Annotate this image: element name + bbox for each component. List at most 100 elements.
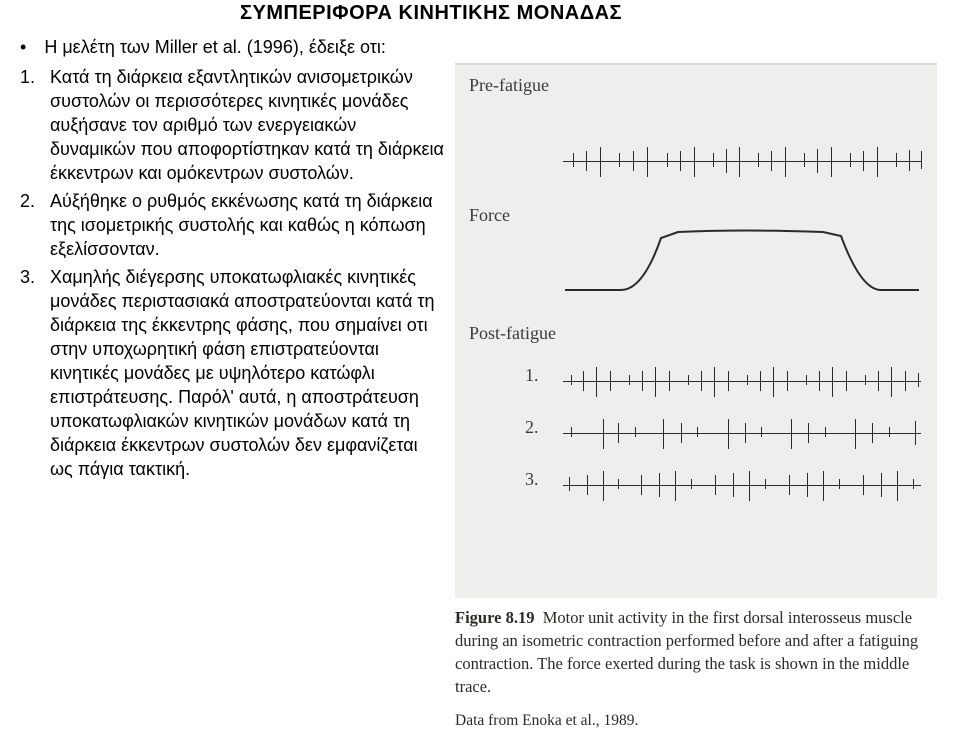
spike-tick	[749, 471, 750, 501]
spike-tick	[758, 153, 759, 167]
spike-tick	[603, 419, 604, 449]
spike-tick	[739, 147, 740, 177]
prefatigue-label: Pre-fatigue	[469, 75, 549, 96]
spike-tick	[773, 367, 774, 397]
postfatigue-label: Post-fatigue	[469, 323, 556, 344]
spike-tick	[761, 427, 762, 437]
spike-tick	[909, 150, 910, 171]
list-item: 2. Αύξήθηκε ο ρυθμός εκκένωσης κατά τη δ…	[20, 189, 445, 261]
spike-tick	[715, 475, 716, 495]
spike-tick	[691, 479, 692, 489]
spike-tick	[872, 423, 873, 443]
spike-tick	[681, 423, 682, 443]
spike-tick	[571, 375, 572, 385]
data-source: Data from Enoka et al., 1989.	[455, 712, 945, 730]
spike-tick	[765, 479, 766, 489]
spike-tick	[694, 147, 695, 177]
spike-tick	[642, 371, 643, 391]
spike-tick	[881, 473, 882, 497]
spike-train-row	[563, 361, 921, 401]
row-number: 1.	[525, 365, 539, 386]
spike-tick	[618, 423, 619, 443]
spike-tick	[915, 421, 916, 445]
spike-tick	[603, 471, 604, 501]
spike-tick	[897, 471, 898, 501]
spike-tick	[878, 371, 879, 391]
spike-tick	[823, 471, 824, 501]
spike-tick	[618, 479, 619, 489]
spike-tick	[669, 371, 670, 391]
spike-tick	[825, 427, 826, 437]
list-number: 3.	[20, 265, 50, 289]
spike-tick	[889, 427, 890, 437]
page-container: • Η μελέτη των Miller et al. (1996), έδε…	[0, 35, 959, 737]
page-title: ΣΥΜΠΕΡΙΦΟΡΑ ΚΙΝΗΤΙΚΗΣ ΜΟΝΑΔΑΣ	[240, 0, 959, 35]
spike-tick	[701, 371, 702, 391]
spike-tick	[808, 423, 809, 443]
spike-tick	[610, 371, 611, 391]
spike-train-row	[563, 465, 921, 505]
spike-tick	[806, 375, 807, 385]
spike-tick	[569, 477, 570, 491]
figure-caption: Figure 8.19 Motor unit activity in the f…	[455, 606, 937, 698]
spike-tick	[819, 371, 820, 391]
spike-tick	[571, 427, 572, 437]
spike-tick	[714, 367, 715, 397]
figure-number: Figure 8.19	[455, 608, 534, 627]
spike-tick	[629, 375, 630, 385]
intro-text: Η μελέτη των Miller et al. (1996), έδειξ…	[44, 35, 386, 59]
spike-tick	[733, 473, 734, 497]
spike-tick	[896, 153, 897, 167]
spike-tick	[586, 151, 587, 171]
spike-tick	[697, 427, 698, 437]
spike-tick	[635, 427, 636, 437]
spike-tick	[745, 423, 746, 443]
right-column: Pre-fatigue Force Post-fatigue 1.2.3. Fi…	[455, 35, 955, 737]
spike-tick	[785, 147, 786, 177]
spike-tick	[839, 479, 840, 489]
spike-tick	[680, 151, 681, 171]
spike-tick	[831, 147, 832, 177]
spike-tick	[728, 419, 729, 449]
baseline	[563, 381, 921, 382]
spike-tick	[791, 419, 792, 449]
spike-tick	[747, 375, 748, 385]
spike-tick	[633, 151, 634, 171]
spike-tick	[913, 479, 914, 489]
spike-tick	[600, 147, 601, 177]
spike-tick	[596, 367, 597, 397]
spike-tick	[850, 153, 851, 167]
list-item: 1. Κατά τη διάρκεια εξαντλητικών ανισομε…	[20, 65, 445, 185]
spike-tick	[688, 375, 689, 385]
list-text: Χαμηλής διέγερσης υποκατωφλιακές κινητικ…	[50, 265, 445, 481]
bullet-icon: •	[20, 35, 26, 59]
spike-tick	[807, 473, 808, 497]
baseline	[563, 161, 921, 162]
spike-tick	[771, 151, 772, 171]
spike-tick	[659, 473, 660, 497]
spike-tick	[855, 419, 856, 449]
baseline	[563, 485, 921, 486]
force-curve	[563, 220, 921, 298]
spike-tick	[675, 471, 676, 501]
spike-tick	[891, 367, 892, 397]
list-item: 3. Χαμηλής διέγερσης υποκατωφλιακές κινη…	[20, 265, 445, 481]
spike-tick	[918, 373, 919, 387]
list-number: 1.	[20, 65, 50, 89]
spike-tick	[789, 475, 790, 495]
spike-tick	[728, 371, 729, 391]
spike-tick	[760, 371, 761, 391]
spike-tick	[817, 149, 818, 173]
spike-tick	[863, 151, 864, 171]
spike-tick	[713, 153, 714, 167]
spike-tick	[846, 371, 847, 391]
spike-tick	[863, 475, 864, 495]
spike-train-row	[563, 413, 921, 453]
list-text: Κατά τη διάρκεια εξαντλητικών ανισομετρι…	[50, 65, 445, 185]
list-text: Αύξήθηκε ο ρυθμός εκκένωσης κατά τη διάρ…	[50, 189, 445, 261]
row-number: 2.	[525, 417, 539, 438]
intro-row: • Η μελέτη των Miller et al. (1996), έδε…	[20, 35, 445, 59]
spike-tick	[921, 151, 922, 169]
spike-tick	[587, 475, 588, 495]
spike-tick	[647, 147, 648, 177]
